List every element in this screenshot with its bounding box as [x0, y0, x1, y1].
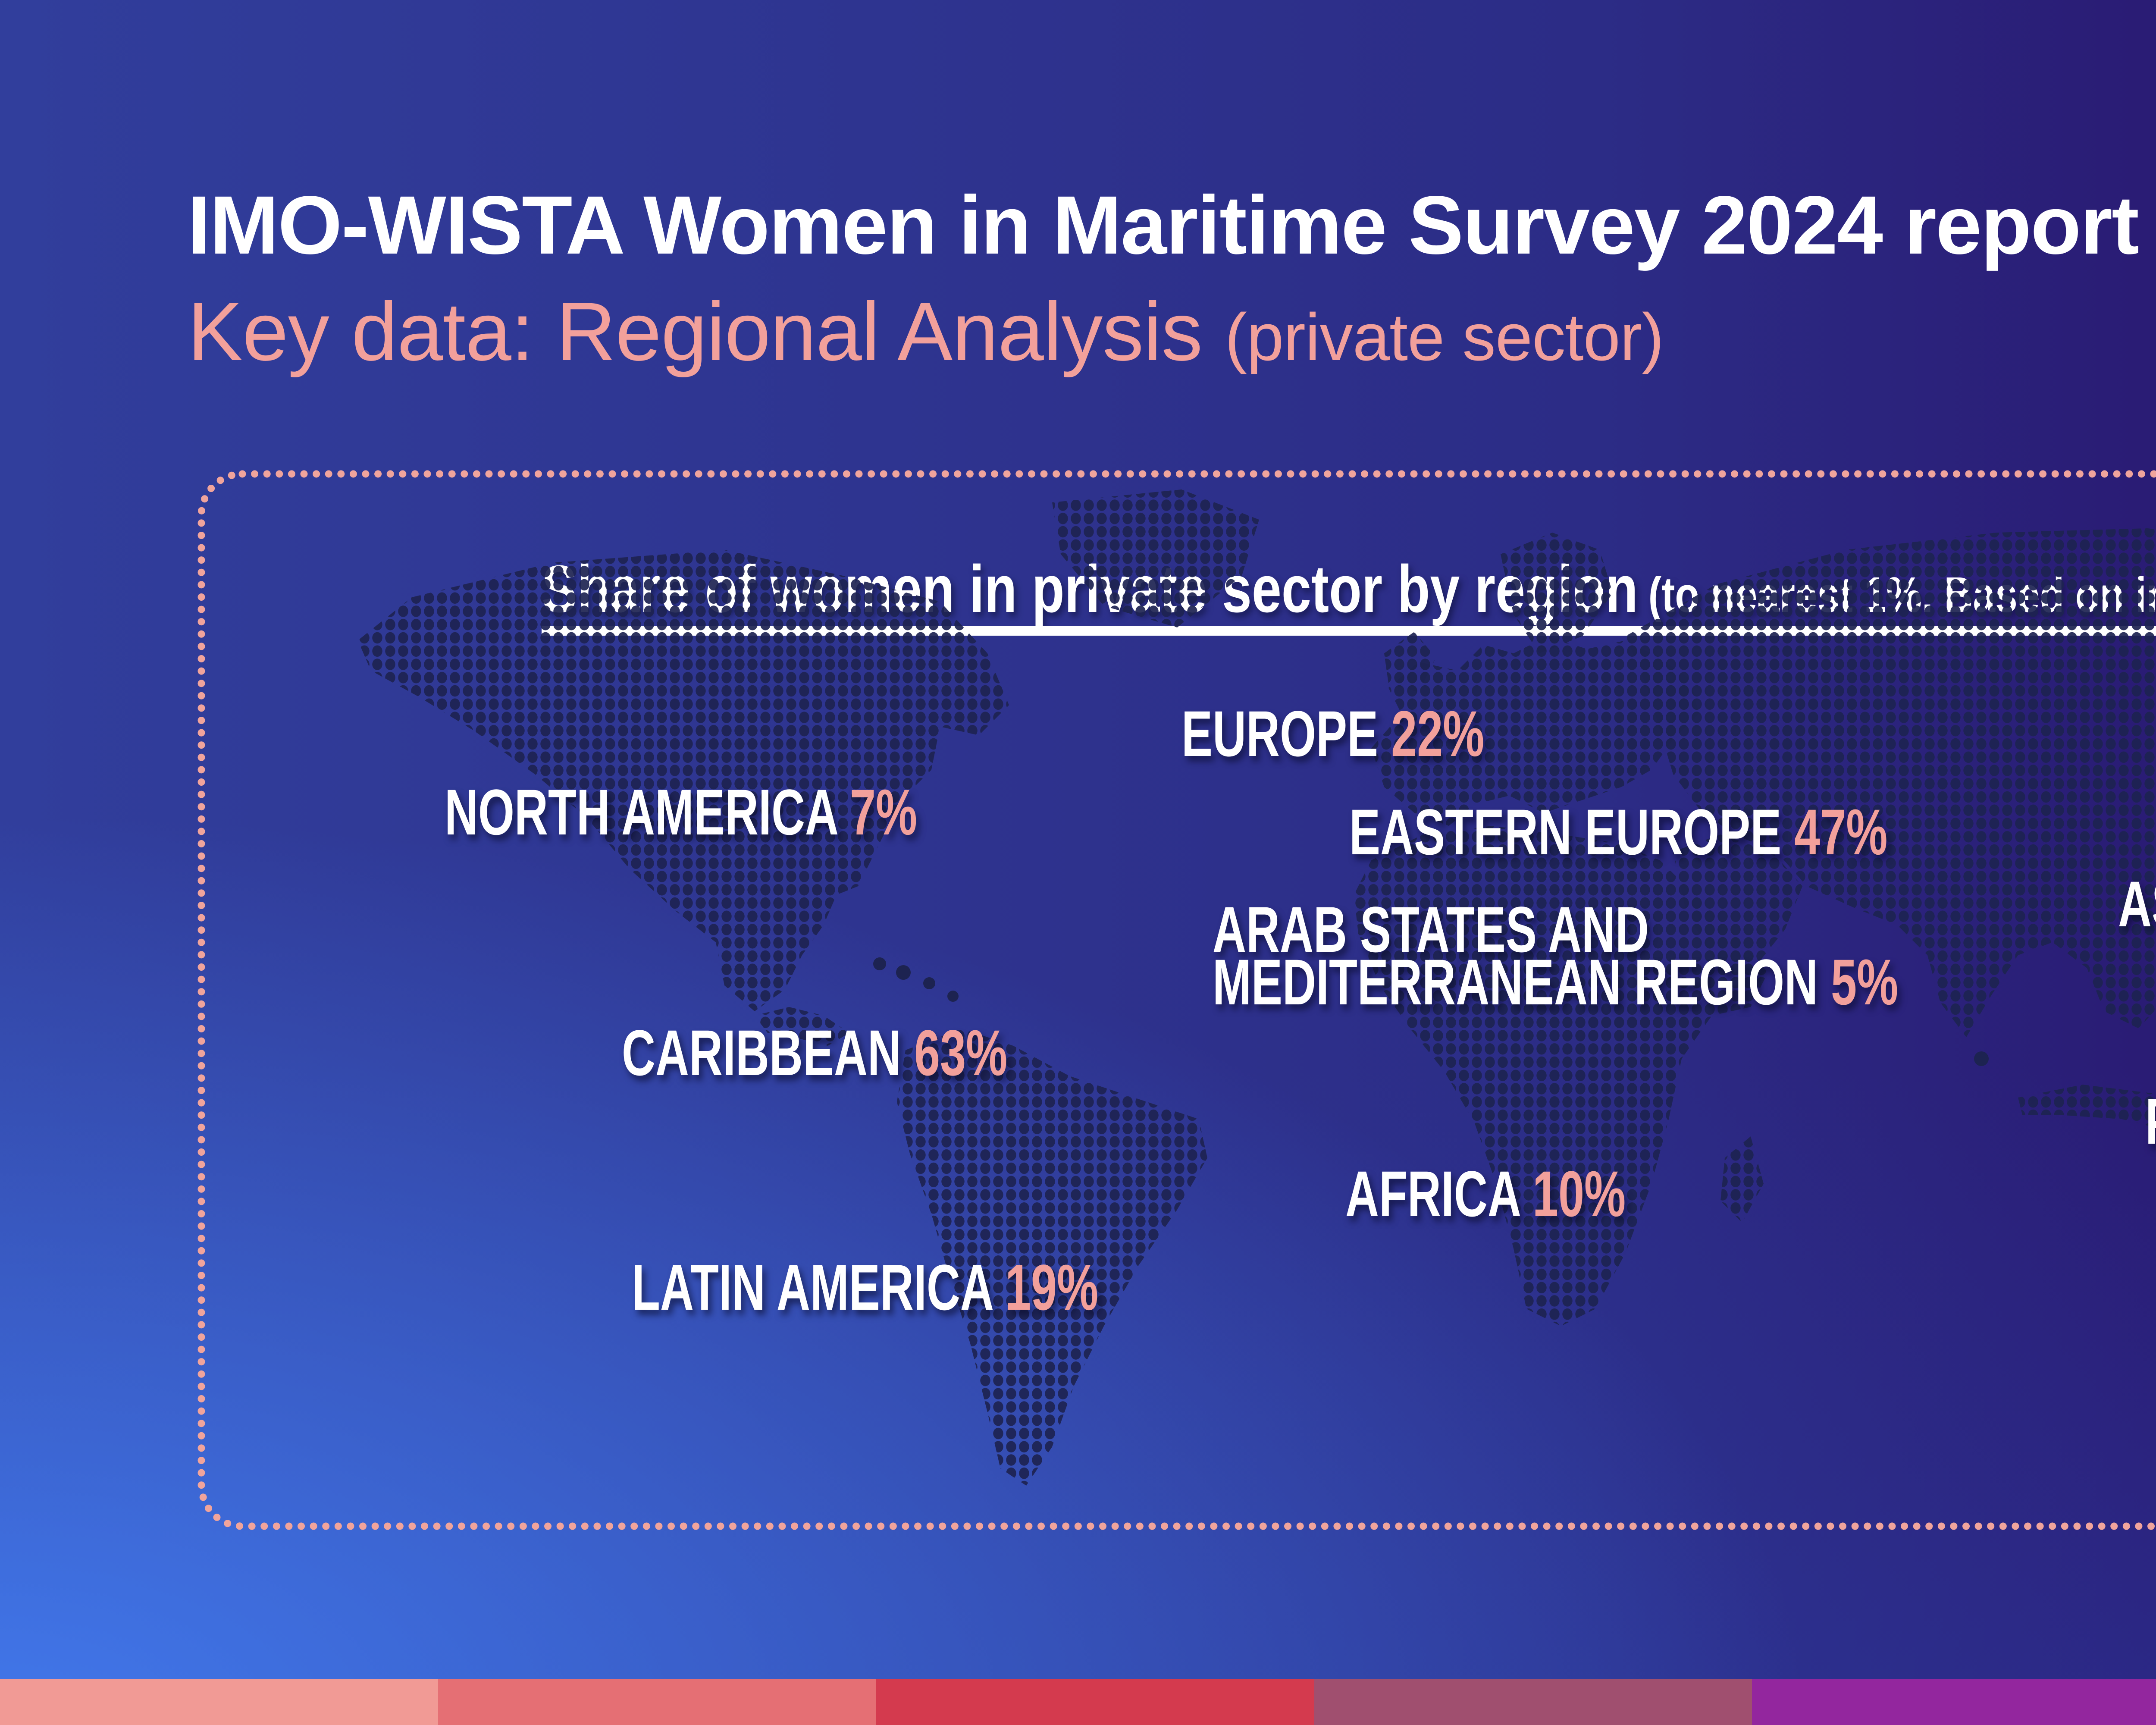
- map-label-eastern-europe: EASTERN EUROPE 47%: [1349, 800, 1887, 864]
- map-label-caribbean: CARIBBEAN 63%: [622, 1020, 1007, 1085]
- region-name: AFRICA: [1345, 1157, 1520, 1230]
- map-label-latin-america: LATIN AMERICA 19%: [632, 1255, 1098, 1320]
- sri-lanka: [1974, 1051, 1989, 1066]
- british-isles: [1384, 632, 1436, 692]
- footer-segment: [0, 1679, 438, 1725]
- asia: [1626, 528, 2156, 1037]
- map-label-arab-states: ARAB STATES AND MEDITERRANEAN REGION 5%: [1213, 897, 1898, 1014]
- region-name: MEDITERRANEAN REGION: [1213, 946, 1818, 1018]
- map-label-africa: AFRICA 10%: [1345, 1161, 1626, 1226]
- map-label-europe: EUROPE 22%: [1181, 701, 1484, 766]
- continents: [358, 489, 2156, 1486]
- region-value: 63%: [914, 1016, 1008, 1089]
- region-value: 22%: [1391, 697, 1485, 770]
- region-name: CARIBBEAN: [622, 1016, 901, 1089]
- region-name: PACIFIC: [2145, 1085, 2156, 1157]
- indonesia: [2018, 1085, 2156, 1128]
- south-america: [897, 1029, 1207, 1486]
- subtitle-note: (private sector): [1225, 300, 1664, 374]
- map-label-pacific: PACIFIC 34%: [2145, 1089, 2156, 1154]
- region-name: EUROPE: [1181, 697, 1379, 770]
- region-name: LATIN AMERICA: [632, 1251, 992, 1324]
- footer-segment: [438, 1679, 876, 1725]
- caribbean-island: [923, 977, 935, 989]
- footer-segment: [1314, 1679, 1752, 1725]
- region-value: 10%: [1532, 1157, 1626, 1230]
- region-name: NORTH AMERICA: [445, 776, 837, 848]
- dotted-world-map: [358, 489, 2156, 1486]
- region-name: ARAB STATES AND: [1213, 893, 1649, 966]
- region-value: 5%: [1831, 946, 1899, 1018]
- north-america: [358, 550, 1009, 1011]
- region-name: ASIA: [2118, 868, 2156, 940]
- caribbean-island: [947, 991, 959, 1002]
- region-name: EASTERN EUROPE: [1349, 796, 1782, 868]
- europe: [1371, 636, 1699, 826]
- caribbean-island: [873, 957, 886, 970]
- africa: [1354, 826, 1768, 1326]
- central-america: [755, 1007, 849, 1046]
- dotted-border: [197, 470, 2156, 1530]
- page-title: IMO-WISTA Women in Maritime Survey 2024 …: [188, 179, 2139, 271]
- map-label-north-america: NORTH AMERICA 7%: [445, 780, 917, 844]
- region-value: 19%: [1005, 1251, 1099, 1324]
- footer-segment: [1752, 1679, 2156, 1725]
- caribbean-island: [896, 965, 911, 980]
- page-subtitle: Key data: Regional Analysis (private sec…: [188, 290, 1664, 373]
- greenland: [1052, 489, 1259, 627]
- scandinavia: [1501, 533, 1613, 653]
- region-value: 7%: [849, 776, 918, 848]
- footer-color-strip: [0, 1679, 2156, 1725]
- subtitle-text: Key data: Regional Analysis: [188, 285, 1203, 378]
- arabia: [1673, 834, 1802, 972]
- footer-segment: [876, 1679, 1314, 1725]
- madagascar: [1720, 1136, 1764, 1223]
- region-value: 47%: [1794, 796, 1888, 868]
- map-label-asia: ASIA 17%: [2118, 872, 2156, 936]
